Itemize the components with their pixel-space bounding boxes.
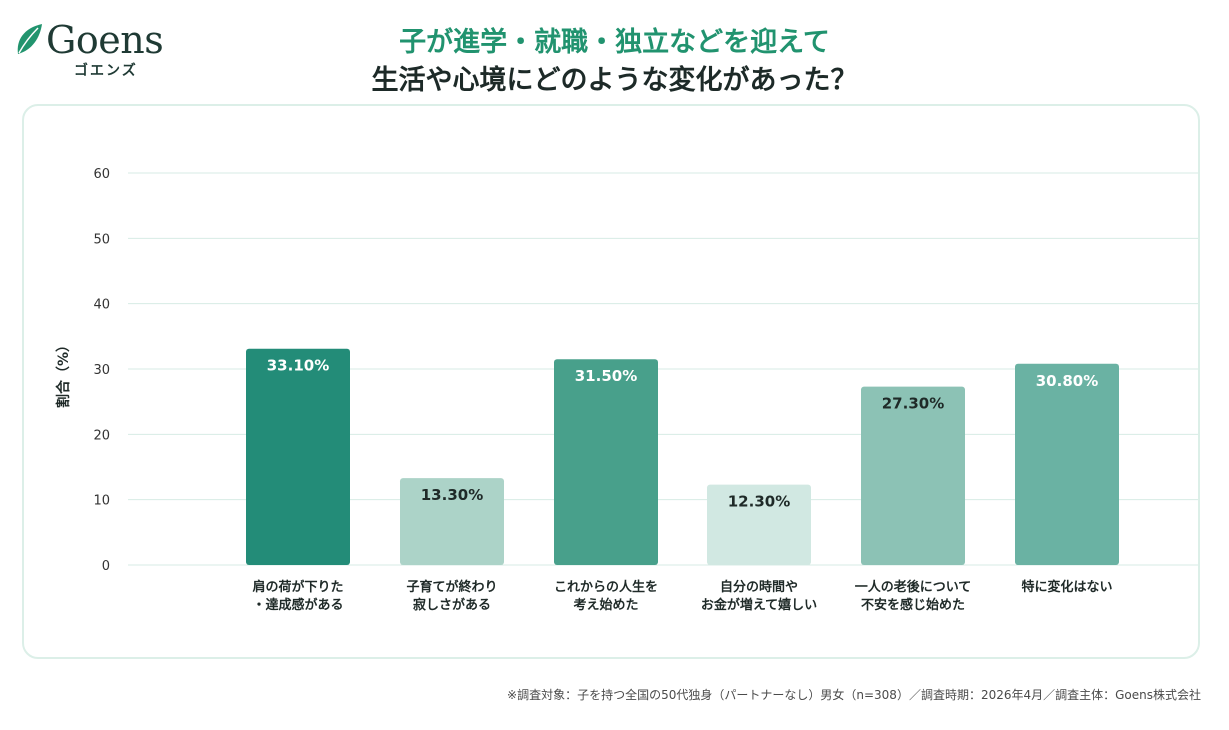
y-tick-label: 50	[93, 232, 110, 247]
x-category-label: 自分の時間や	[720, 579, 798, 595]
x-category-label: 寂しさがある	[413, 597, 491, 613]
x-category-label: 子育てが終わり	[406, 579, 497, 595]
bar-value-label: 13.30%	[421, 486, 483, 504]
y-tick-label: 30	[93, 363, 110, 378]
bar-6	[1015, 363, 1119, 565]
bar-chart: 0 10 20 30 40 50 60 割合（%） 33.10% 肩の荷が下りた・達成感がある 13…	[55, 167, 1198, 613]
bar-1	[246, 348, 350, 565]
y-tick-label: 0	[102, 559, 110, 574]
x-category-label: ・達成感がある	[252, 597, 343, 613]
bar-3	[554, 359, 658, 565]
chart-title-line2: 生活や心境にどのような変化があった？	[371, 65, 858, 96]
brand-logo: Goens ゴエンズ	[14, 18, 184, 79]
leaf-icon	[17, 24, 42, 54]
chart-title-line1: 子が進学・就職・独立などを迎えて	[399, 27, 830, 58]
x-category-label: お金が増えて嬉しい	[701, 597, 817, 613]
y-axis-label: 割合（%）	[55, 338, 72, 408]
logo-wordmark: Goens	[46, 18, 164, 62]
bar-value-label: 31.50%	[575, 367, 637, 385]
x-category-label: 肩の荷が下りた	[252, 579, 343, 595]
x-category-label: これからの人生を	[554, 579, 658, 595]
bar-value-label: 27.30%	[882, 395, 944, 413]
logo-kana: ゴエンズ	[74, 63, 138, 79]
y-tick-label: 20	[93, 428, 110, 443]
x-category-label: 不安を感じ始めた	[861, 597, 965, 613]
y-tick-label: 40	[93, 298, 110, 313]
bar-2	[400, 478, 504, 565]
x-category-label: 特に変化はない	[1021, 579, 1112, 595]
x-category-label: 考え始めた	[573, 597, 638, 613]
chart-card: 0 10 20 30 40 50 60 割合（%） 33.10% 肩の荷が下りた ・達成感がある 13…	[22, 104, 1200, 659]
y-tick-label: 10	[93, 494, 110, 509]
bar-value-label: 12.30%	[728, 493, 790, 511]
bar-value-label: 33.10%	[267, 357, 329, 375]
bar-5	[861, 386, 965, 565]
x-category-label: 一人の老後について	[855, 579, 972, 595]
bar-value-label: 30.80%	[1036, 372, 1098, 390]
bar-4	[707, 484, 811, 565]
y-tick-label: 60	[93, 167, 110, 182]
survey-footnote: ※調査対象：子を持つ全国の50代独身（パートナーなし）男女（n=308）／調査時…	[507, 688, 1201, 702]
